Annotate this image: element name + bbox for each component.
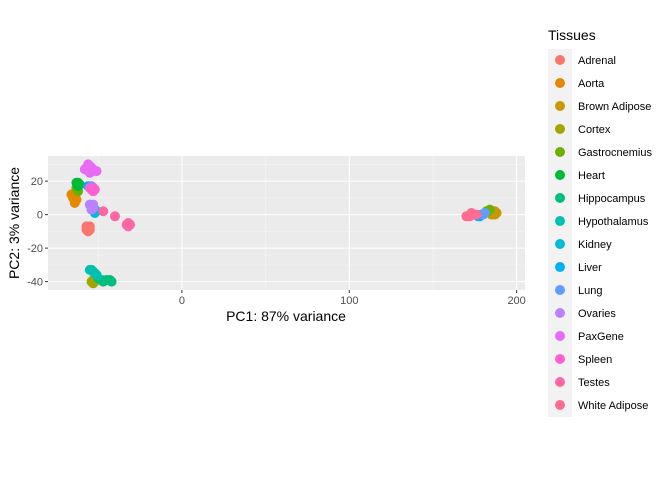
x-axis-title: PC1: 87% variance (226, 308, 346, 324)
legend-key (555, 400, 565, 410)
data-point (479, 207, 490, 218)
legend-label: Ovaries (578, 308, 616, 320)
legend-label: Brown Adipose (578, 101, 651, 113)
legend-key (555, 331, 565, 341)
series-white-adipose (461, 207, 482, 222)
legend-label: Adrenal (578, 55, 616, 67)
series-testes (98, 206, 136, 232)
legend-key (555, 262, 565, 272)
data-point (91, 166, 102, 177)
legend-title: Tissues (548, 27, 596, 43)
series-heart (71, 177, 85, 192)
legend-key (555, 354, 565, 364)
legend-label: Hypothalamus (578, 216, 649, 228)
series-hypothalamus (84, 264, 102, 280)
data-points (66, 159, 502, 289)
legend-label: Hippocampus (578, 193, 646, 205)
legend-label: PaxGene (578, 331, 624, 343)
series-paxgene (79, 159, 102, 178)
legend-key (555, 78, 565, 88)
legend-label: White Adipose (578, 400, 648, 412)
legend-key (555, 285, 565, 295)
legend-key (555, 147, 565, 157)
legend-key (555, 170, 565, 180)
data-point (88, 182, 99, 193)
y-axis-title: PC2: 3% variance (6, 167, 22, 279)
legend-key (555, 377, 565, 387)
x-tick-label: 200 (507, 295, 525, 307)
x-axis-ticks: 0 100 200 (179, 290, 526, 307)
data-point (84, 224, 95, 235)
legend-key (555, 124, 565, 134)
series-adrenal (81, 221, 95, 237)
legend: Tissues Adrenal Aorta Brown Adipose Cortex G… (548, 27, 652, 417)
legend-label: Gastrocnemius (578, 147, 652, 159)
legend-label: Kidney (578, 239, 612, 251)
data-point (104, 274, 115, 285)
legend-label: Lung (578, 285, 602, 297)
y-tick-label: -40 (27, 277, 43, 289)
data-point (83, 159, 94, 170)
data-point (461, 211, 472, 222)
data-point (123, 218, 134, 228)
legend-label: Aorta (578, 78, 605, 90)
plot-panel (48, 156, 525, 290)
major-gridlines (48, 156, 525, 290)
data-point (88, 199, 99, 210)
legend-key (555, 239, 565, 249)
legend-key (555, 193, 565, 203)
data-point (71, 194, 82, 205)
legend-label: Testes (578, 377, 610, 389)
data-point (84, 264, 95, 275)
legend-label: Liver (578, 262, 602, 274)
legend-key (555, 101, 565, 111)
legend-key (555, 55, 565, 65)
x-tick-label: 0 (179, 295, 185, 307)
legend-key (555, 216, 565, 226)
series-spleen (84, 182, 100, 197)
legend-label: Heart (578, 170, 605, 182)
legend-label: Cortex (578, 124, 611, 136)
data-point (98, 206, 109, 217)
x-tick-label: 100 (340, 295, 358, 307)
y-tick-label: 0 (37, 210, 43, 222)
series-ovaries (84, 199, 99, 215)
data-point (109, 211, 120, 222)
data-point (71, 177, 82, 188)
y-axis-ticks: -40 -20 0 20 (27, 176, 48, 289)
legend-key (555, 308, 565, 318)
minor-gridlines (48, 156, 525, 290)
y-tick-label: -20 (27, 243, 43, 255)
y-tick-label: 20 (31, 176, 43, 188)
legend-label: Spleen (578, 354, 612, 366)
